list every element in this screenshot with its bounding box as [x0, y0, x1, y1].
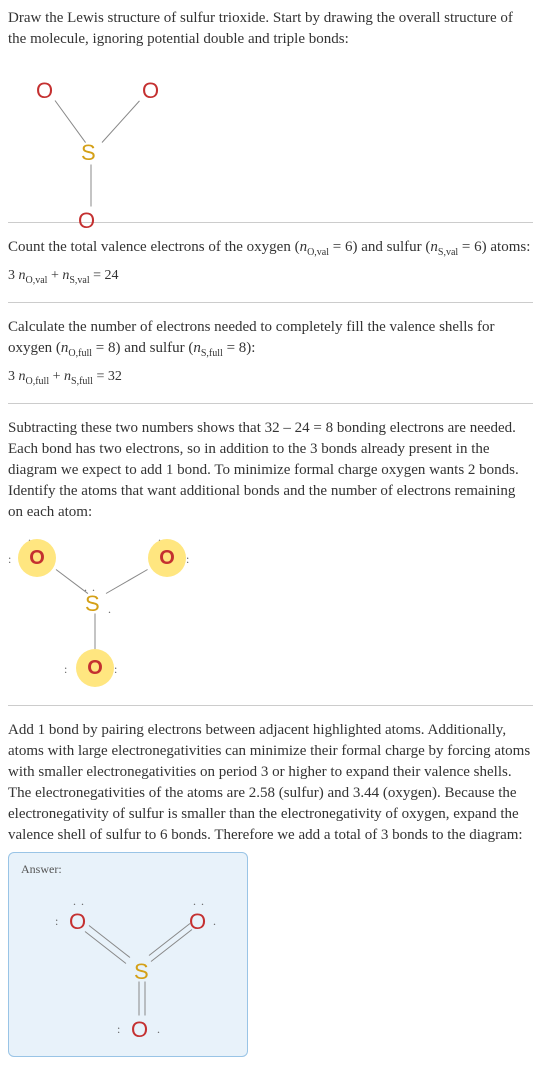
lone-pair: .: [108, 601, 112, 618]
atom-S: S: [134, 957, 149, 988]
sub: O,val: [307, 247, 329, 258]
section-2: Count the total valence electrons of the…: [8, 237, 533, 288]
var: n: [19, 369, 26, 384]
diagram-2: . . : . . : : : . . . O O O S: [8, 531, 208, 691]
sub: O,val: [26, 275, 48, 286]
section-3: Calculate the number of electrons needed…: [8, 317, 533, 389]
bond-line: [106, 569, 148, 594]
section-1: Draw the Lewis structure of sulfur triox…: [8, 8, 533, 208]
diagram-1: O O S O: [8, 58, 188, 208]
double-bond-line: [89, 925, 131, 958]
text: Count the total valence electrons of the…: [8, 239, 300, 255]
lone-pair: .: [213, 913, 217, 930]
bond-line: [102, 101, 140, 143]
sub: O,full: [68, 348, 92, 359]
section-3-text: Calculate the number of electrons needed…: [8, 317, 533, 361]
text: +: [49, 369, 64, 384]
text: = 6) and sulfur (: [329, 239, 430, 255]
text: 3: [8, 268, 19, 283]
text: = 8) and sulfur (: [92, 340, 193, 356]
text: = 6) atoms:: [458, 239, 530, 255]
double-bond-line: [149, 923, 191, 956]
lone-pair: :: [117, 1021, 121, 1038]
answer-box: Answer: . . : . . . : . O O S O: [8, 852, 248, 1058]
atom-O3-highlight: O: [76, 649, 114, 687]
double-bond-line: [151, 929, 193, 962]
section-1-text: Draw the Lewis structure of sulfur triox…: [8, 8, 533, 50]
section-2-text: Count the total valence electrons of the…: [8, 237, 533, 260]
sub: S,full: [71, 376, 93, 387]
lone-pair: :: [8, 551, 12, 568]
text: +: [47, 268, 62, 283]
equation-3: 3 nO,full + nS,full = 32: [8, 367, 533, 389]
atom-O2-highlight: O: [148, 539, 186, 577]
atom-O1: O: [69, 907, 86, 938]
section-5-text: Add 1 bond by pairing electrons between …: [8, 720, 533, 846]
equation-2: 3 nO,val + nS,val = 24: [8, 266, 533, 288]
var: n: [19, 268, 26, 283]
bond-line: [55, 100, 86, 143]
var: n: [64, 369, 71, 384]
atom-O1-highlight: O: [18, 539, 56, 577]
atom-O2: O: [189, 907, 206, 938]
divider: [8, 705, 533, 706]
section-4-text: Subtracting these two numbers shows that…: [8, 418, 533, 523]
answer-label: Answer:: [21, 861, 235, 878]
sub: S,val: [438, 247, 458, 258]
var: n: [430, 239, 438, 255]
atom-O2: O: [142, 76, 159, 107]
sub: O,full: [26, 376, 50, 387]
atom-O1: O: [36, 76, 53, 107]
bond-line: [91, 165, 92, 207]
sub: S,val: [69, 275, 89, 286]
divider: [8, 302, 533, 303]
text: 3: [8, 369, 19, 384]
text: = 24: [90, 268, 119, 283]
atom-S: S: [81, 138, 96, 169]
atom-O3: O: [78, 206, 95, 237]
atom-O3: O: [131, 1015, 148, 1046]
section-5: Add 1 bond by pairing electrons between …: [8, 720, 533, 1058]
atom-S: S: [85, 589, 100, 620]
lone-pair: :: [64, 661, 68, 678]
lone-pair: :: [186, 551, 190, 568]
lone-pair: :: [114, 661, 118, 678]
lone-pair: :: [55, 913, 59, 930]
text: = 32: [93, 369, 122, 384]
var: n: [193, 340, 201, 356]
divider: [8, 403, 533, 404]
diagram-3: . . : . . . : . O O S O: [21, 885, 235, 1040]
section-4: Subtracting these two numbers shows that…: [8, 418, 533, 691]
double-bond-line: [85, 931, 127, 964]
sub: S,full: [201, 348, 223, 359]
var: n: [300, 239, 308, 255]
text: = 8):: [223, 340, 256, 356]
lone-pair: .: [157, 1021, 161, 1038]
